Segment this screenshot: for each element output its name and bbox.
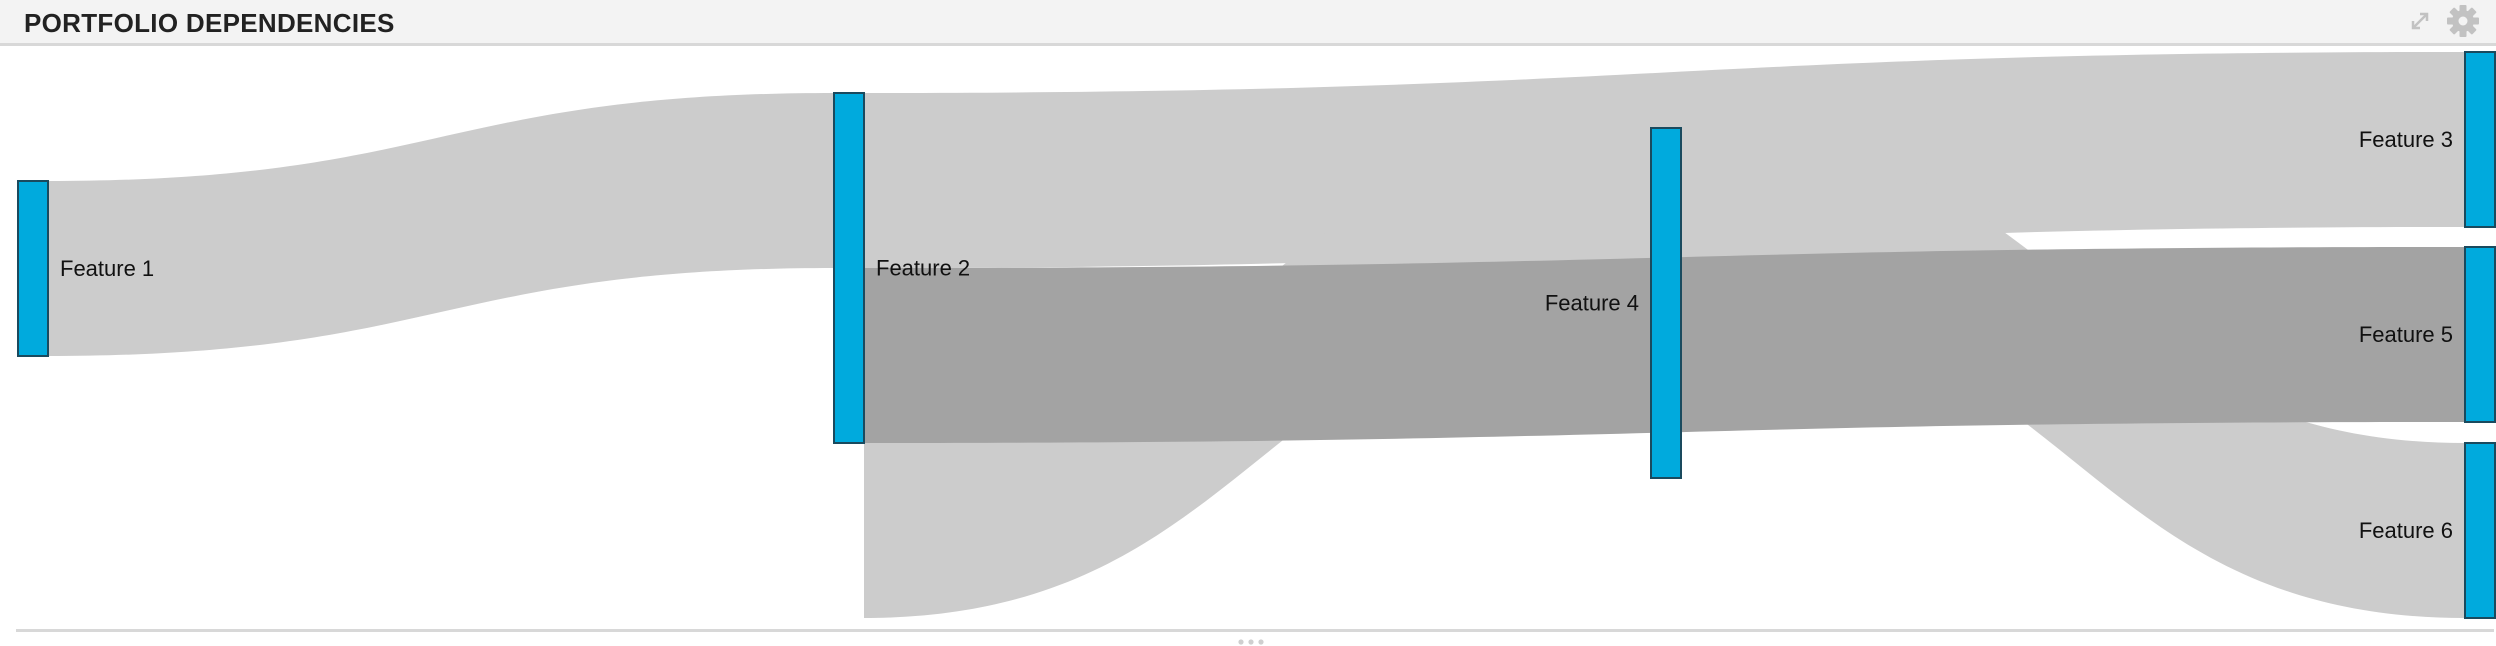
panel-title: PORTFOLIO DEPENDENCIES	[24, 8, 395, 38]
bottom-divider	[16, 629, 2494, 632]
node-f6[interactable]	[2464, 442, 2496, 619]
dependency-sankey-chart: Feature 1 Feature 2 Feature 4 Feature 3 Feat…	[17, 51, 2496, 619]
link-f1-to-f2[interactable]	[48, 93, 834, 356]
nodes-layer	[17, 51, 2496, 619]
labels-layer: Feature 1 Feature 2 Feature 4 Feature 3 Feat…	[60, 127, 2453, 543]
node-f3[interactable]	[2464, 51, 2496, 228]
node-label-f1: Feature 1	[60, 256, 154, 281]
node-label-f6: Feature 6	[2359, 518, 2453, 543]
expand-icon[interactable]	[2403, 4, 2437, 38]
node-f4[interactable]	[1650, 127, 1682, 479]
node-f5[interactable]	[2464, 246, 2496, 423]
links-layer	[48, 52, 2465, 618]
panel-header: PORTFOLIO DEPENDENCIES	[0, 0, 2496, 46]
gear-icon[interactable]	[2446, 4, 2480, 38]
node-label-f5: Feature 5	[2359, 322, 2453, 347]
node-f2[interactable]	[833, 92, 865, 444]
node-f1[interactable]	[17, 180, 49, 357]
resize-handle-icon[interactable]	[1237, 638, 1265, 646]
node-label-f4: Feature 4	[1545, 291, 1639, 316]
node-label-f3: Feature 3	[2359, 127, 2453, 152]
node-label-f2: Feature 2	[876, 256, 970, 281]
